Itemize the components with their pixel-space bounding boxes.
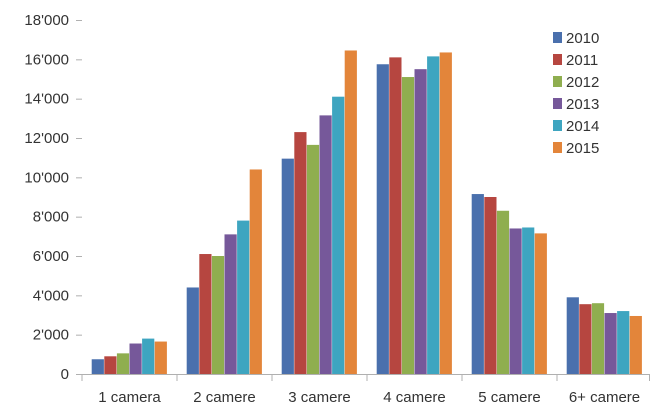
y-tick-label: 16'000 xyxy=(24,51,69,68)
bar xyxy=(591,303,605,374)
bar xyxy=(509,228,522,374)
legend-label: 2013 xyxy=(566,96,599,113)
y-tick-label: 6'000 xyxy=(33,248,69,265)
legend-label: 2014 xyxy=(566,118,599,135)
bar xyxy=(496,210,510,374)
bar xyxy=(332,96,345,374)
bar xyxy=(617,311,630,374)
bar xyxy=(211,256,225,374)
bar xyxy=(186,287,199,374)
bar xyxy=(91,359,104,374)
bar xyxy=(376,64,389,374)
bar xyxy=(566,297,579,374)
y-tick-label: 0 xyxy=(61,366,69,383)
bar xyxy=(294,132,307,374)
legend-swatch xyxy=(553,32,562,43)
y-tick-label: 8'000 xyxy=(33,209,69,226)
x-tick-label: 3 camere xyxy=(288,389,351,403)
legend-label: 2010 xyxy=(566,30,599,47)
bar xyxy=(522,227,535,374)
x-tick-label: 6+ camere xyxy=(569,389,640,403)
bar xyxy=(439,52,452,374)
legend-swatch xyxy=(553,142,562,153)
bar xyxy=(471,194,484,374)
bar xyxy=(629,315,642,374)
bar xyxy=(224,234,237,374)
bar xyxy=(484,197,497,374)
y-tick-label: 10'000 xyxy=(24,169,69,186)
legend: 2010 2011 2012 2013 2014 2015 xyxy=(553,30,599,157)
bar xyxy=(319,115,332,374)
y-tick-label: 12'000 xyxy=(24,130,69,147)
y-tick-label: 2'000 xyxy=(33,327,69,344)
bar xyxy=(281,158,294,374)
legend-swatch xyxy=(553,98,562,109)
bar xyxy=(104,356,117,374)
x-tick-label: 1 camera xyxy=(98,389,161,403)
bars xyxy=(91,50,642,375)
axes xyxy=(76,20,650,381)
bar xyxy=(427,56,440,374)
x-tick-label: 5 camere xyxy=(478,389,541,403)
bar xyxy=(534,233,547,374)
tick-labels: 0 2'000 4'000 6'000 8'000 10'000 12'000 14'000 1… xyxy=(24,12,640,406)
bar xyxy=(344,50,357,374)
legend-label: 2012 xyxy=(566,74,599,91)
bar xyxy=(129,343,142,374)
bar xyxy=(306,144,320,374)
legend-swatch xyxy=(553,54,562,65)
bar xyxy=(579,304,592,374)
bar xyxy=(142,338,155,374)
bar xyxy=(154,341,167,374)
y-tick-label: 18'000 xyxy=(24,12,69,29)
x-tick-label: 2 camere xyxy=(193,389,256,403)
bar xyxy=(389,57,402,375)
bar xyxy=(401,77,415,374)
legend-swatch xyxy=(553,76,562,87)
bar xyxy=(249,169,262,374)
bar xyxy=(237,220,250,374)
bar xyxy=(414,69,427,375)
legend-swatch xyxy=(553,120,562,131)
y-tick-label: 14'000 xyxy=(24,91,69,108)
bar xyxy=(199,254,212,374)
bar xyxy=(604,313,617,374)
legend-label: 2011 xyxy=(566,52,598,69)
bar xyxy=(116,353,130,374)
y-tick-label: 4'000 xyxy=(33,287,69,304)
legend-label: 2015 xyxy=(566,140,599,157)
x-tick-label: 4 camere xyxy=(383,389,446,403)
